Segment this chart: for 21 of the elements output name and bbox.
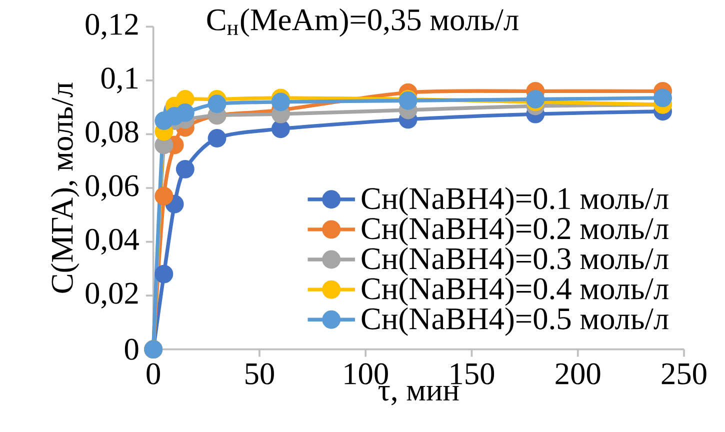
y-tick-label: 0,04 (86, 228, 139, 255)
y-axis-title: C(MГА), моль/л (50, 82, 80, 293)
legend-label: Cн(NaBH4)=0.3 моль/л (362, 247, 668, 276)
x-tick-label: 250 (662, 363, 706, 384)
x-tick-label: 150 (450, 363, 494, 384)
y-tick-label: 0,1 (101, 68, 138, 94)
x-tick-label: 100 (344, 363, 388, 384)
y-tick-label: 0,12 (86, 14, 138, 40)
legend-label: Cн(NaBH4)=0.1 моль/л (362, 187, 668, 216)
y-tick-label: 0,02 (86, 282, 138, 308)
x-tick-label: 200 (556, 363, 600, 384)
legend-label: Cн(NaBH4)=0.4 моль/л (362, 277, 668, 306)
y-tick-label: 0,06 (86, 175, 139, 201)
x-tick-label: 50 (246, 363, 274, 384)
legend-label: Cн(NaBH4)=0.2 моль/л (362, 217, 668, 246)
chart-title: C$_{н}$(MeAm)=0,35 моль/л (207, 8, 518, 37)
x-tick-label: 0 (146, 363, 160, 384)
y-tick-label: 0,08 (86, 121, 138, 148)
x-axis-title: τ, мин (378, 386, 459, 406)
legend-label: Cн(NaBH4)=0.5 моль/л (362, 307, 668, 336)
y-tick-label: 0 (124, 338, 138, 360)
